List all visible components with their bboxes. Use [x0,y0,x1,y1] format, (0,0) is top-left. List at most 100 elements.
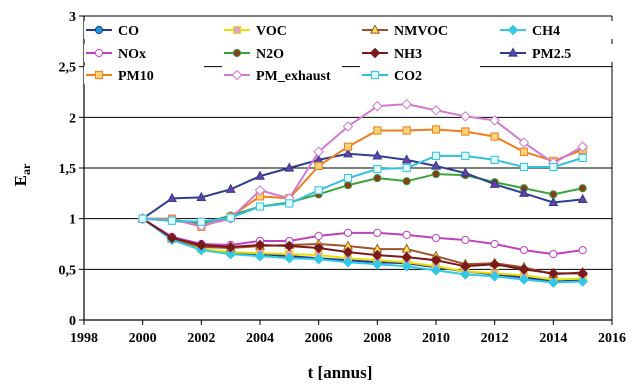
data-point-nh3 [284,240,295,252]
data-point-co2 [314,186,323,195]
data-point-pm-exhaust [430,104,442,116]
legend-marker [94,48,104,58]
x-tick-label: 2014 [539,331,567,346]
data-point-pm2-5 [577,193,588,204]
y-axis-label-sub: ar [19,163,33,175]
legend-marker [508,47,518,57]
legend-item-pm10: PM10 [84,66,204,84]
legend-label: PM10 [118,69,154,84]
series-line-pm-exhaust [142,103,584,227]
data-point-ch4 [460,269,471,280]
legend-item-background [84,21,204,39]
legend-item-voc: VOC [222,21,342,39]
series-line-nh3 [142,217,583,275]
x-tick-label: 2000 [129,331,157,346]
data-point-pm-exhaust [313,146,324,158]
data-point-nh3 [401,251,412,263]
data-point-pm10 [490,132,499,141]
data-point-ch4 [225,248,236,260]
data-point-n2o [431,169,441,179]
legend-marker [369,47,381,59]
data-point-pm-exhaust [489,115,500,126]
data-point-pm2-5 [343,148,353,158]
legend-marker [232,48,242,58]
data-point-ch4 [313,253,324,265]
series-line-voc [142,217,583,281]
legend-label: CO2 [394,69,422,84]
data-point-pm-exhaust [254,184,266,196]
data-point-nox [461,235,470,245]
data-point-pm2-5 [401,154,412,164]
series-line-nox [142,217,583,256]
y-tick-label: 2 [69,111,76,126]
data-point-pm2-5 [519,187,529,197]
data-point-pm10 [373,126,382,135]
data-point-co2 [578,153,587,162]
legend-item-background [360,21,480,39]
legend-label: NH3 [394,47,422,62]
legend-item-background [222,21,342,39]
data-point-nh3 [518,264,530,275]
data-point-co2 [549,162,558,172]
data-point-nh3 [460,260,471,272]
data-point-pm2-5 [225,183,236,193]
data-point-co2 [197,217,206,226]
legend-item-background [222,66,342,84]
legend-item-background [360,44,480,62]
data-point-ch4 [577,276,588,287]
legend-item-background [360,66,480,84]
data-point-co2 [461,151,470,160]
legend-item-co2: CO2 [360,66,480,84]
data-point-n2o [373,174,382,183]
data-point-co2 [343,174,353,183]
series-group [137,98,588,288]
data-point-nh3 [225,241,236,253]
legend-marker [370,70,380,80]
data-point-n2o [343,181,353,190]
legend-label: NMVOC [394,24,448,39]
data-point-nox [431,233,441,243]
data-point-nox [402,230,411,239]
y-tick-label: 1 [69,213,76,228]
data-point-pm2-5 [284,162,295,172]
y-tick-label: 0,5 [59,263,77,278]
data-point-pm2-5 [196,191,207,201]
data-point-nh3 [489,258,500,270]
data-point-pm10 [343,142,353,151]
legend-item-background [84,44,204,62]
data-point-n2o [402,177,411,186]
data-point-nox [314,231,323,240]
data-point-ch4 [489,271,500,282]
series-line-ch4 [142,217,583,284]
series-pm2-5 [137,148,588,223]
series-line-nmvoc [142,217,583,276]
data-point-n2o [578,184,587,193]
data-point-ch4 [284,252,295,264]
data-point-nox [578,245,587,255]
legend-item-background [84,66,204,84]
x-tick-label: 2016 [598,331,626,346]
x-ticks: 1998 2000 2002 2004 2006 2008 2010 2012 2014 2016 [70,320,626,346]
data-point-co2 [167,216,177,225]
series-co2 [138,151,587,226]
data-point-pm-exhaust [401,98,412,110]
data-point-nox [549,250,558,259]
data-point-co2 [138,214,147,223]
legend-item-n2o: N2O [222,44,342,62]
data-point-co2 [285,199,294,208]
legend-marker [507,24,519,36]
y-tick-label: 0 [69,314,76,329]
legend-item-nox: NOx [84,44,204,62]
data-point-pm2-5 [372,150,383,160]
legend-item-background [498,44,618,62]
data-point-pm2-5 [489,178,500,188]
x-tick-label: 2008 [363,331,391,346]
legend-label: VOC [256,24,287,39]
legend-item-ch4: CH4 [498,21,618,39]
series-line-co2 [142,154,583,223]
data-point-ch4 [430,265,442,276]
legend-item-co: CO [84,21,204,39]
data-point-co2 [373,164,382,174]
x-tick-label: 2002 [187,331,215,346]
